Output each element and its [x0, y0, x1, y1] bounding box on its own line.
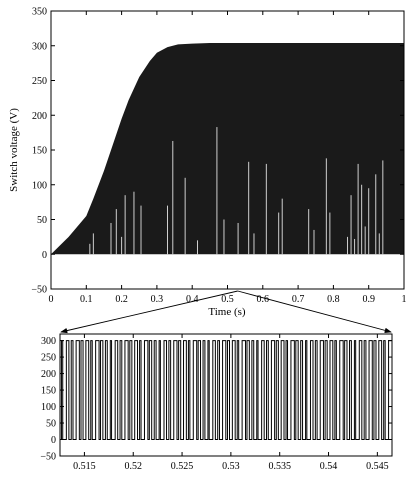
top-x-axis-label: Time (s) [208, 306, 246, 318]
x-tick-label: 0.1 [80, 294, 93, 305]
bottom-plot-frame-border [59, 333, 393, 457]
x-tick-label: 0.52 [124, 461, 142, 472]
y-tick-label: −50 [40, 452, 56, 463]
voltage-spikes [89, 127, 384, 255]
y-tick-label: 100 [32, 180, 47, 191]
zoom-arrow-right [237, 290, 392, 333]
y-tick-label: 350 [32, 7, 47, 18]
x-tick-label: 0.3 [151, 294, 164, 305]
bottom-chart: −50 0 50 100 150 200 250 300 0.515 0.52 0.525 0.53… [40, 333, 393, 472]
y-tick-label: 150 [41, 386, 56, 397]
y-tick-label: 50 [37, 215, 47, 226]
x-tick-label: 0.535 [268, 461, 291, 472]
x-tick-label: 0.7 [292, 294, 305, 305]
x-tick-label: 0.54 [320, 461, 338, 472]
x-tick-label: 0.515 [73, 461, 96, 472]
y-tick-label: 150 [32, 146, 47, 157]
x-tick-label: 0.53 [222, 461, 240, 472]
x-tick-label: 0.4 [186, 294, 199, 305]
x-tick-label: 0.8 [327, 294, 340, 305]
x-tick-label: 0.525 [171, 461, 194, 472]
y-tick-label: 250 [41, 353, 56, 364]
x-tick-label: 0.9 [362, 294, 375, 305]
x-tick-label: 0.6 [257, 294, 270, 305]
y-tick-label: 200 [41, 369, 56, 380]
bottom-y-axis: −50 0 50 100 150 200 250 300 [40, 336, 392, 463]
y-tick-label: 100 [41, 402, 56, 413]
y-tick-label: 0 [42, 250, 47, 261]
y-tick-label: 300 [32, 41, 47, 52]
zoom-arrow-left [60, 290, 238, 334]
top-y-axis-label: Switch voltage (V) [8, 108, 20, 192]
x-tick-label: 0.5 [221, 294, 234, 305]
zoom-connector [60, 290, 392, 334]
y-tick-label: 250 [32, 76, 47, 87]
y-tick-label: 300 [41, 336, 56, 347]
y-tick-label: 50 [46, 419, 56, 430]
y-tick-label: 200 [32, 111, 47, 122]
x-tick-label: 1 [402, 294, 407, 305]
x-tick-label: 0.545 [366, 461, 389, 472]
voltage-envelope-area [51, 42, 404, 255]
pwm-pulse-train [60, 340, 393, 441]
x-tick-label: 0.2 [115, 294, 128, 305]
x-tick-label: 0 [49, 294, 54, 305]
bottom-x-axis: 0.515 0.52 0.525 0.53 0.535 0.54 0.545 [73, 334, 389, 472]
y-tick-label: 0 [51, 435, 56, 446]
top-y-axis: −50 0 50 100 150 200 250 300 350 [31, 7, 404, 296]
top-x-axis: 0 0.1 0.2 0.3 0.4 0.5 0.6 0.7 0.8 0.9 1 [49, 11, 407, 305]
y-tick-label: −50 [31, 285, 47, 296]
